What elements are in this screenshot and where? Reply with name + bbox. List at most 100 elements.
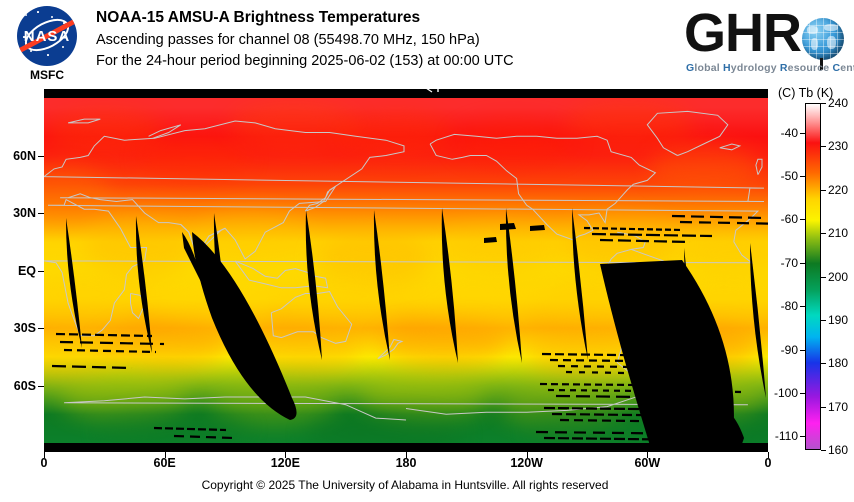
x-axis-tick xyxy=(406,452,407,458)
colorbar-kelvin-tick xyxy=(821,319,826,321)
scanline-dropout xyxy=(543,406,725,412)
ghrc-logo: GHR Global Hydrology Resource Center xyxy=(684,3,854,76)
no-data-swath xyxy=(182,232,204,288)
coastline xyxy=(234,260,329,289)
subtitle-channel: Ascending passes for channel 08 (55498.7… xyxy=(96,32,480,48)
scanline-dropout xyxy=(559,418,711,424)
coastline xyxy=(646,110,729,156)
nasa-insignia xyxy=(17,6,77,66)
colorbar-kelvin-label: 170 xyxy=(828,399,849,414)
ghrc-tagline-part: G xyxy=(686,62,695,74)
page-title: NOAA-15 AMSU-A Brightness Temperatures xyxy=(96,9,421,26)
temperature-map xyxy=(44,98,768,443)
x-axis-label: 0 xyxy=(40,456,48,470)
colorbar-kelvin-tick xyxy=(821,276,826,278)
colorbar-kelvin-tick xyxy=(821,406,826,408)
colorbar-kelvin-tick xyxy=(821,450,826,451)
colorbar-celsius-tick xyxy=(800,262,805,264)
nasa-center-label: MSFC xyxy=(30,68,64,82)
temperature-anomaly-blob xyxy=(336,111,456,157)
ghrc-wordmark: GHR xyxy=(684,3,802,63)
globe-stand xyxy=(820,58,823,70)
colorbar-kelvin-label: 220 xyxy=(828,182,849,197)
nasa-logo: NASA MSFC xyxy=(8,6,86,82)
y-axis-tick xyxy=(38,270,44,272)
temperature-anomaly-blob xyxy=(359,376,489,420)
coastline xyxy=(617,231,646,250)
scanline-dropout xyxy=(59,340,165,346)
no-data-swath xyxy=(373,210,390,360)
coastline xyxy=(64,392,748,421)
ghrc-tagline-part: esource xyxy=(787,62,833,74)
colorbar-kelvin-tick xyxy=(821,189,826,191)
scanline-dropout xyxy=(549,358,719,364)
copyright-notice: Copyright © 2025 The University of Alaba… xyxy=(201,478,609,492)
coastline xyxy=(44,120,765,260)
no-data-swath xyxy=(135,216,152,353)
coastline xyxy=(67,118,101,124)
coastline-overlay xyxy=(44,110,765,421)
coastline xyxy=(304,185,336,212)
temperature-anomaly-blob xyxy=(454,120,574,164)
colorbar-celsius-label: -60 xyxy=(780,212,798,227)
colorbar-celsius-tick xyxy=(800,349,805,351)
y-axis-label: 60N xyxy=(13,148,36,163)
scanline-dropout xyxy=(599,238,691,244)
colorbar-kelvin-label: 190 xyxy=(828,312,849,327)
colorbar-celsius-label: -100 xyxy=(773,385,798,400)
y-axis-tick xyxy=(38,213,44,214)
y-axis-label: 30N xyxy=(13,206,36,220)
colorbar-kelvin-label: 240 xyxy=(828,96,849,110)
no-data-swath xyxy=(694,394,744,443)
x-axis-tick xyxy=(647,452,649,458)
colorbar-celsius-tick xyxy=(800,306,805,308)
coastline xyxy=(429,133,657,241)
colorbar-kelvin-tick xyxy=(821,146,826,148)
scanline-dropout xyxy=(541,352,693,358)
scanline-dropout xyxy=(55,332,153,338)
colorbar-header: (C) Tb (K) xyxy=(778,86,834,100)
colorbar-celsius-label: -50 xyxy=(780,169,798,184)
colorbar-kelvin-label: 160 xyxy=(828,443,849,457)
scanline-dropout xyxy=(63,348,157,354)
y-axis-tick xyxy=(38,328,44,329)
x-axis-label: 60E xyxy=(153,456,176,470)
colorbar-celsius-label: -70 xyxy=(780,255,798,270)
temperature-anomaly-blob xyxy=(314,231,434,285)
no-data-swath xyxy=(305,210,322,360)
y-axis-label: 60S xyxy=(13,378,36,393)
map-frame xyxy=(44,89,768,452)
scanline-dropout xyxy=(535,430,713,436)
no-data-swath xyxy=(505,208,522,363)
temperature-anomaly-blob xyxy=(649,145,759,191)
ghrc-tagline-part: ydrology xyxy=(730,62,780,74)
colorbar-celsius-tick xyxy=(800,176,805,178)
colorbar-kelvin-label: 230 xyxy=(828,139,849,154)
colorbar-celsius-tick xyxy=(800,219,805,221)
ghrc-tagline: Global Hydrology Resource Center xyxy=(686,62,854,74)
no-data-swath xyxy=(749,243,766,398)
x-axis-tick xyxy=(285,452,287,458)
x-axis-tick xyxy=(768,452,769,458)
y-axis-tick xyxy=(38,155,44,157)
colorbar-kelvin-tick xyxy=(821,103,826,104)
subtitle-period: For the 24-hour period beginning 2025-06… xyxy=(96,53,514,69)
colorbar-kelvin-tick xyxy=(821,233,826,235)
no-data-swath xyxy=(500,223,516,230)
temperature-anomaly-blob xyxy=(379,320,509,368)
scanline-dropout xyxy=(173,434,235,440)
colorbar-celsius-tick xyxy=(800,392,805,394)
no-data-swath xyxy=(484,237,497,243)
ghrc-tagline-part: lobal xyxy=(694,62,723,74)
scanline-dropout xyxy=(555,394,733,400)
colorbar-celsius-tick xyxy=(800,132,805,134)
ghrc-tagline-part: C xyxy=(832,62,841,74)
no-data-swath xyxy=(65,218,82,348)
scanline-dropout xyxy=(583,226,683,232)
colorbar-gradient xyxy=(805,103,821,450)
coastline xyxy=(44,198,760,337)
scanline-dropout xyxy=(539,382,727,388)
ghrc-tagline-part: enter xyxy=(840,62,854,74)
y-axis-label: EQ xyxy=(17,263,36,278)
scanline-dropout xyxy=(679,220,768,225)
